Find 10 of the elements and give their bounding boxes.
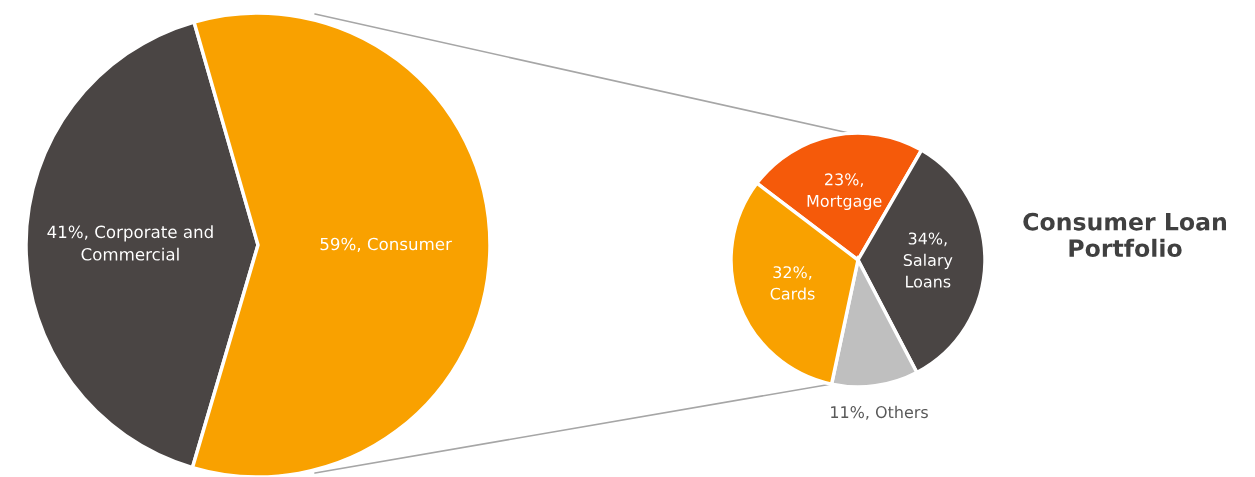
text: Consumer Loan Portfolio bbox=[1023, 212, 1227, 258]
slice-label: 59%, Consumer bbox=[320, 237, 452, 252]
slice-label: Mortgage bbox=[807, 195, 882, 211]
slice-label: 11%, Others bbox=[831, 405, 928, 420]
slice-label: 41%, Corporate and Commercial bbox=[47, 225, 213, 261]
data-label: 34%, bbox=[908, 232, 947, 247]
data-label: 23%, bbox=[825, 173, 863, 188]
data-label: 32%, bbox=[773, 266, 812, 280]
slice-label: Cards bbox=[770, 287, 815, 300]
slice-label: Salary Loans bbox=[903, 253, 953, 288]
